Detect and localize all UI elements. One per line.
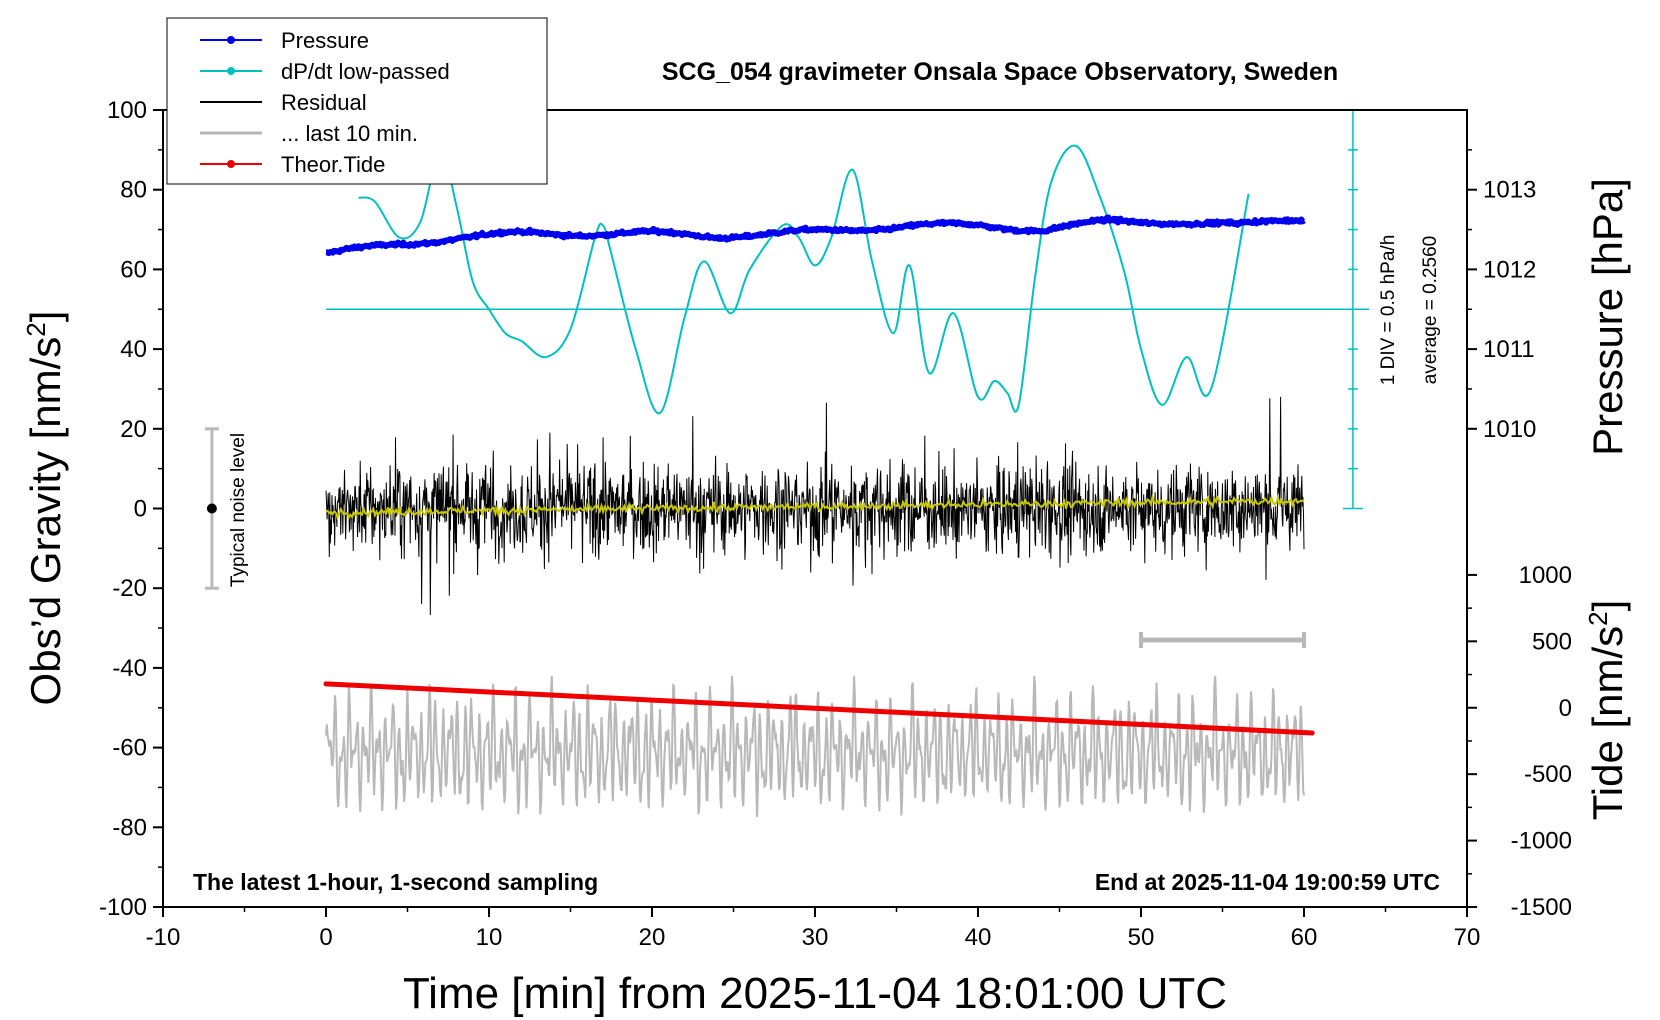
- tide-tick-label: 1000: [1519, 562, 1572, 589]
- tide-tick-label: -1000: [1511, 828, 1572, 855]
- legend-marker: [227, 36, 235, 44]
- x-tick-label: 30: [802, 924, 829, 951]
- end-time-note: End at 2025-11-04 19:00:59 UTC: [1095, 869, 1440, 895]
- pressure-tick-label: 1011: [1483, 336, 1535, 363]
- x-tick-label: 70: [1454, 924, 1481, 951]
- y-tick-label: 20: [120, 416, 147, 443]
- legend-label: Residual: [281, 90, 367, 115]
- dpdt-average-label: average = 0.2560: [1420, 236, 1441, 384]
- tide-tick-label: -500: [1524, 761, 1572, 788]
- tide-tick-label: -1500: [1511, 894, 1572, 921]
- pressure-tick-label: 1013: [1483, 177, 1536, 204]
- legend-label: Theor.Tide: [281, 152, 385, 177]
- sampling-note: The latest 1-hour, 1-second sampling: [193, 869, 598, 895]
- x-tick-label: 0: [319, 924, 332, 951]
- x-tick-label: 50: [1128, 924, 1155, 951]
- x-tick-label: 10: [476, 924, 503, 951]
- y-tick-label: 100: [107, 97, 147, 124]
- y-axis-tide-label-sup: 2: [1583, 611, 1613, 625]
- tide-tick-label: 0: [1559, 695, 1572, 722]
- y-axis-tide-label: Tide [nm/s2]: [1583, 600, 1631, 821]
- dpdt-div-label: 1 DIV = 0.5 hPa/h: [1378, 235, 1399, 386]
- y-axis-tide-label-end: ]: [1584, 600, 1631, 612]
- y-tick-label: 60: [120, 256, 147, 283]
- noise-level-label: Typical noise level: [228, 433, 249, 587]
- y-tick-label: -60: [112, 735, 147, 762]
- legend-marker: [227, 67, 235, 75]
- plot-frame: [162, 109, 1468, 908]
- last-10min-series-line: [325, 675, 1305, 817]
- x-tick-label: 60: [1291, 924, 1318, 951]
- theoretical-tide-line: [323, 681, 1315, 736]
- residual-series-line: [325, 396, 1305, 616]
- legend-label: ... last 10 min.: [281, 121, 418, 146]
- y-tick-label: 40: [120, 336, 147, 363]
- y-axis-left-label-end: ]: [22, 311, 69, 323]
- y-tick-label: 80: [120, 177, 147, 204]
- tide-tick-label: 500: [1532, 628, 1572, 655]
- y-tick-label: 0: [134, 496, 147, 523]
- legend: Pressure dP/dt low-passed Residual ... last…: [166, 17, 548, 185]
- noise-bar-center: [206, 503, 217, 514]
- y-tick-label: -80: [112, 814, 147, 841]
- chart-title: SCG_054 gravimeter Onsala Space Observat…: [662, 58, 1338, 86]
- x-axis-label: Time [min] from 2025-11-04 18:01:00 UTC: [403, 969, 1227, 1018]
- legend-label: dP/dt low-passed: [281, 59, 450, 84]
- y-axis-left-label-main: Obs’d Gravity [nm/s: [22, 337, 69, 706]
- x-tick-label: 40: [965, 924, 992, 951]
- x-tick-label: -10: [146, 924, 181, 951]
- residual-smoothed-line: [325, 493, 1305, 521]
- y-tick-label: -40: [112, 655, 147, 682]
- legend-label: Pressure: [281, 28, 369, 53]
- legend-marker: [227, 160, 235, 168]
- y-tick-label: -100: [99, 894, 147, 921]
- pressure-tick-label: 1010: [1483, 416, 1536, 443]
- dpdt-series-line: [358, 144, 1250, 414]
- y-axis-tide-label-main: Tide [nm/s: [1584, 626, 1631, 821]
- pressure-series-line: [324, 214, 1306, 257]
- y-axis-left-label-sup: 2: [21, 322, 51, 336]
- y-tick-label: -20: [112, 575, 147, 602]
- y-axis-left-label: Obs’d Gravity [nm/s2]: [21, 311, 69, 706]
- pressure-tick-label: 1012: [1483, 256, 1536, 283]
- y-axis-pressure-label: Pressure [hPa]: [1584, 178, 1631, 456]
- x-tick-label: 20: [639, 924, 666, 951]
